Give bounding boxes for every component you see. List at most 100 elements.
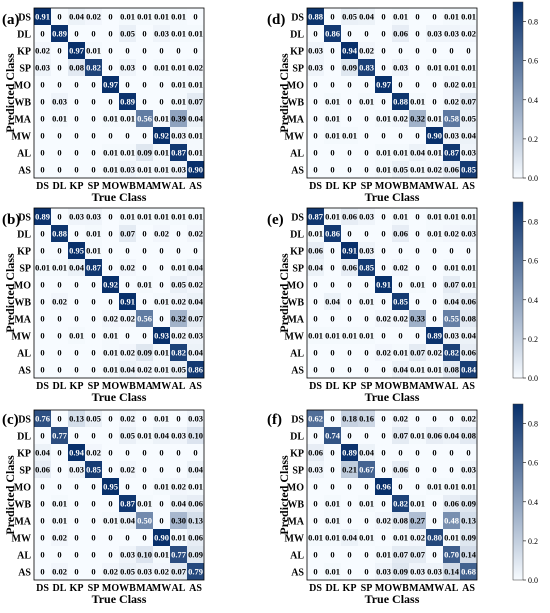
heatmap-cell	[187, 444, 204, 461]
cell-value-label: 0	[108, 212, 112, 222]
cell-value-label: 0.02	[154, 567, 169, 577]
cell-value-label: 0	[108, 448, 112, 458]
heatmap-cell	[34, 93, 51, 110]
heatmap-cell	[341, 110, 358, 127]
heatmap-cell	[153, 127, 170, 144]
heatmap-cell	[85, 127, 102, 144]
cell-value-label: 0.01	[461, 63, 476, 73]
heatmap-cell	[119, 93, 136, 110]
cell-value-label: 0.02	[137, 365, 152, 375]
heatmap-cell	[392, 344, 409, 361]
heatmap-cell	[187, 276, 204, 293]
heatmap-cell	[460, 25, 477, 42]
heatmap-cell	[187, 144, 204, 161]
cell-value-label: 0.02	[188, 229, 203, 239]
cell-value-label: 0	[142, 131, 146, 141]
cell-value-label: 0.87	[171, 148, 187, 158]
heatmap-cell	[136, 512, 153, 529]
cell-value-label: 0	[57, 246, 61, 256]
heatmap-cell	[341, 76, 358, 93]
heatmap-cell	[51, 59, 68, 76]
cell-value-label: 0	[466, 46, 470, 56]
cell-value-label: 0.01	[103, 348, 118, 358]
y-tick-label: AL	[17, 551, 31, 562]
cell-value-label: 0	[40, 365, 44, 375]
heatmap-cell	[102, 310, 119, 327]
heatmap-cell	[170, 242, 187, 259]
heatmap-cell	[375, 25, 392, 42]
heatmap-cell	[307, 276, 324, 293]
cell-value-label: 0.04	[410, 148, 426, 158]
cell-value-label: 0	[125, 448, 129, 458]
y-tick-label: MW	[12, 332, 31, 343]
heatmap-cell	[341, 427, 358, 444]
heatmap-cell	[392, 512, 409, 529]
cell-value-label: 0.01	[444, 12, 459, 22]
cell-value-label: 0	[364, 165, 368, 175]
heatmap-cell	[358, 242, 375, 259]
heatmap-cell	[460, 563, 477, 580]
heatmap-cell	[34, 478, 51, 495]
cell-value-label: 0.01	[427, 114, 442, 124]
heatmap-cell	[443, 42, 460, 59]
confusion-matrix-panel: (e) 0.87 0.01 0.06 0.03 0 0.01 0 0.01 0.01 0.010.0…	[267, 201, 538, 404]
heatmap-cell	[358, 259, 375, 276]
x-tick-label: DL	[326, 181, 340, 192]
heatmap-cell	[102, 461, 119, 478]
cell-value-label: 0	[108, 63, 112, 73]
cell-value-label: 0.08	[69, 63, 84, 73]
colorbar	[512, 403, 524, 581]
cell-value-label: 0.01	[376, 165, 391, 175]
cell-value-label: 0	[74, 29, 78, 39]
heatmap-cell	[392, 59, 409, 76]
heatmap-cell	[170, 529, 187, 546]
heatmap-cell	[153, 76, 170, 93]
cell-value-label: 0.68	[461, 567, 476, 577]
heatmap-cell	[136, 427, 153, 444]
heatmap-cell	[460, 8, 477, 25]
cell-value-label: 0.58	[444, 114, 459, 124]
heatmap-cell	[170, 546, 187, 563]
heatmap-cell	[443, 110, 460, 127]
heatmap-cell	[153, 310, 170, 327]
colorbar-tick-label: 0.4	[528, 296, 538, 305]
heatmap-cell	[375, 110, 392, 127]
colorbar	[512, 1, 524, 179]
heatmap-cell	[187, 427, 204, 444]
y-tick-label: MW	[285, 132, 304, 143]
heatmap-cell	[307, 93, 324, 110]
heatmap-cell	[51, 225, 68, 242]
heatmap-cell	[341, 242, 358, 259]
cell-value-label: 0	[176, 465, 180, 475]
cell-value-label: 0.01	[461, 212, 476, 222]
heatmap-cell	[51, 259, 68, 276]
heatmap-cell	[307, 242, 324, 259]
cell-value-label: 0.01	[171, 263, 186, 273]
cell-value-label: 0.01	[359, 297, 374, 307]
heatmap-cell	[68, 8, 85, 25]
heatmap-cell	[170, 563, 187, 580]
cell-value-label: 0.03	[120, 550, 135, 560]
cell-value-label: 0.93	[154, 331, 169, 341]
cell-value-label: 0	[330, 448, 334, 458]
x-tick-label: WB	[392, 583, 409, 594]
cell-value-label: 0	[330, 148, 334, 158]
cell-value-label: 0	[57, 165, 61, 175]
cell-value-label: 0.77	[171, 550, 187, 560]
heatmap-cell	[341, 161, 358, 178]
heatmap-cell	[460, 546, 477, 563]
heatmap-cell	[375, 512, 392, 529]
cell-value-label: 0.01	[461, 12, 476, 22]
y-tick-label: MW	[285, 534, 304, 545]
heatmap-cell	[307, 59, 324, 76]
cell-value-label: 0	[40, 516, 44, 526]
cell-value-label: 0	[159, 516, 163, 526]
cell-value-label: 0.07	[410, 348, 426, 358]
cell-value-label: 0.01	[103, 516, 118, 526]
cell-value-label: 0.03	[427, 29, 442, 39]
cell-value-label: 0	[57, 550, 61, 560]
heatmap-cell	[170, 361, 187, 378]
heatmap-cell	[85, 259, 102, 276]
colorbar-tick-label: 0.4	[528, 96, 538, 105]
cell-value-label: 0.09	[137, 148, 152, 158]
